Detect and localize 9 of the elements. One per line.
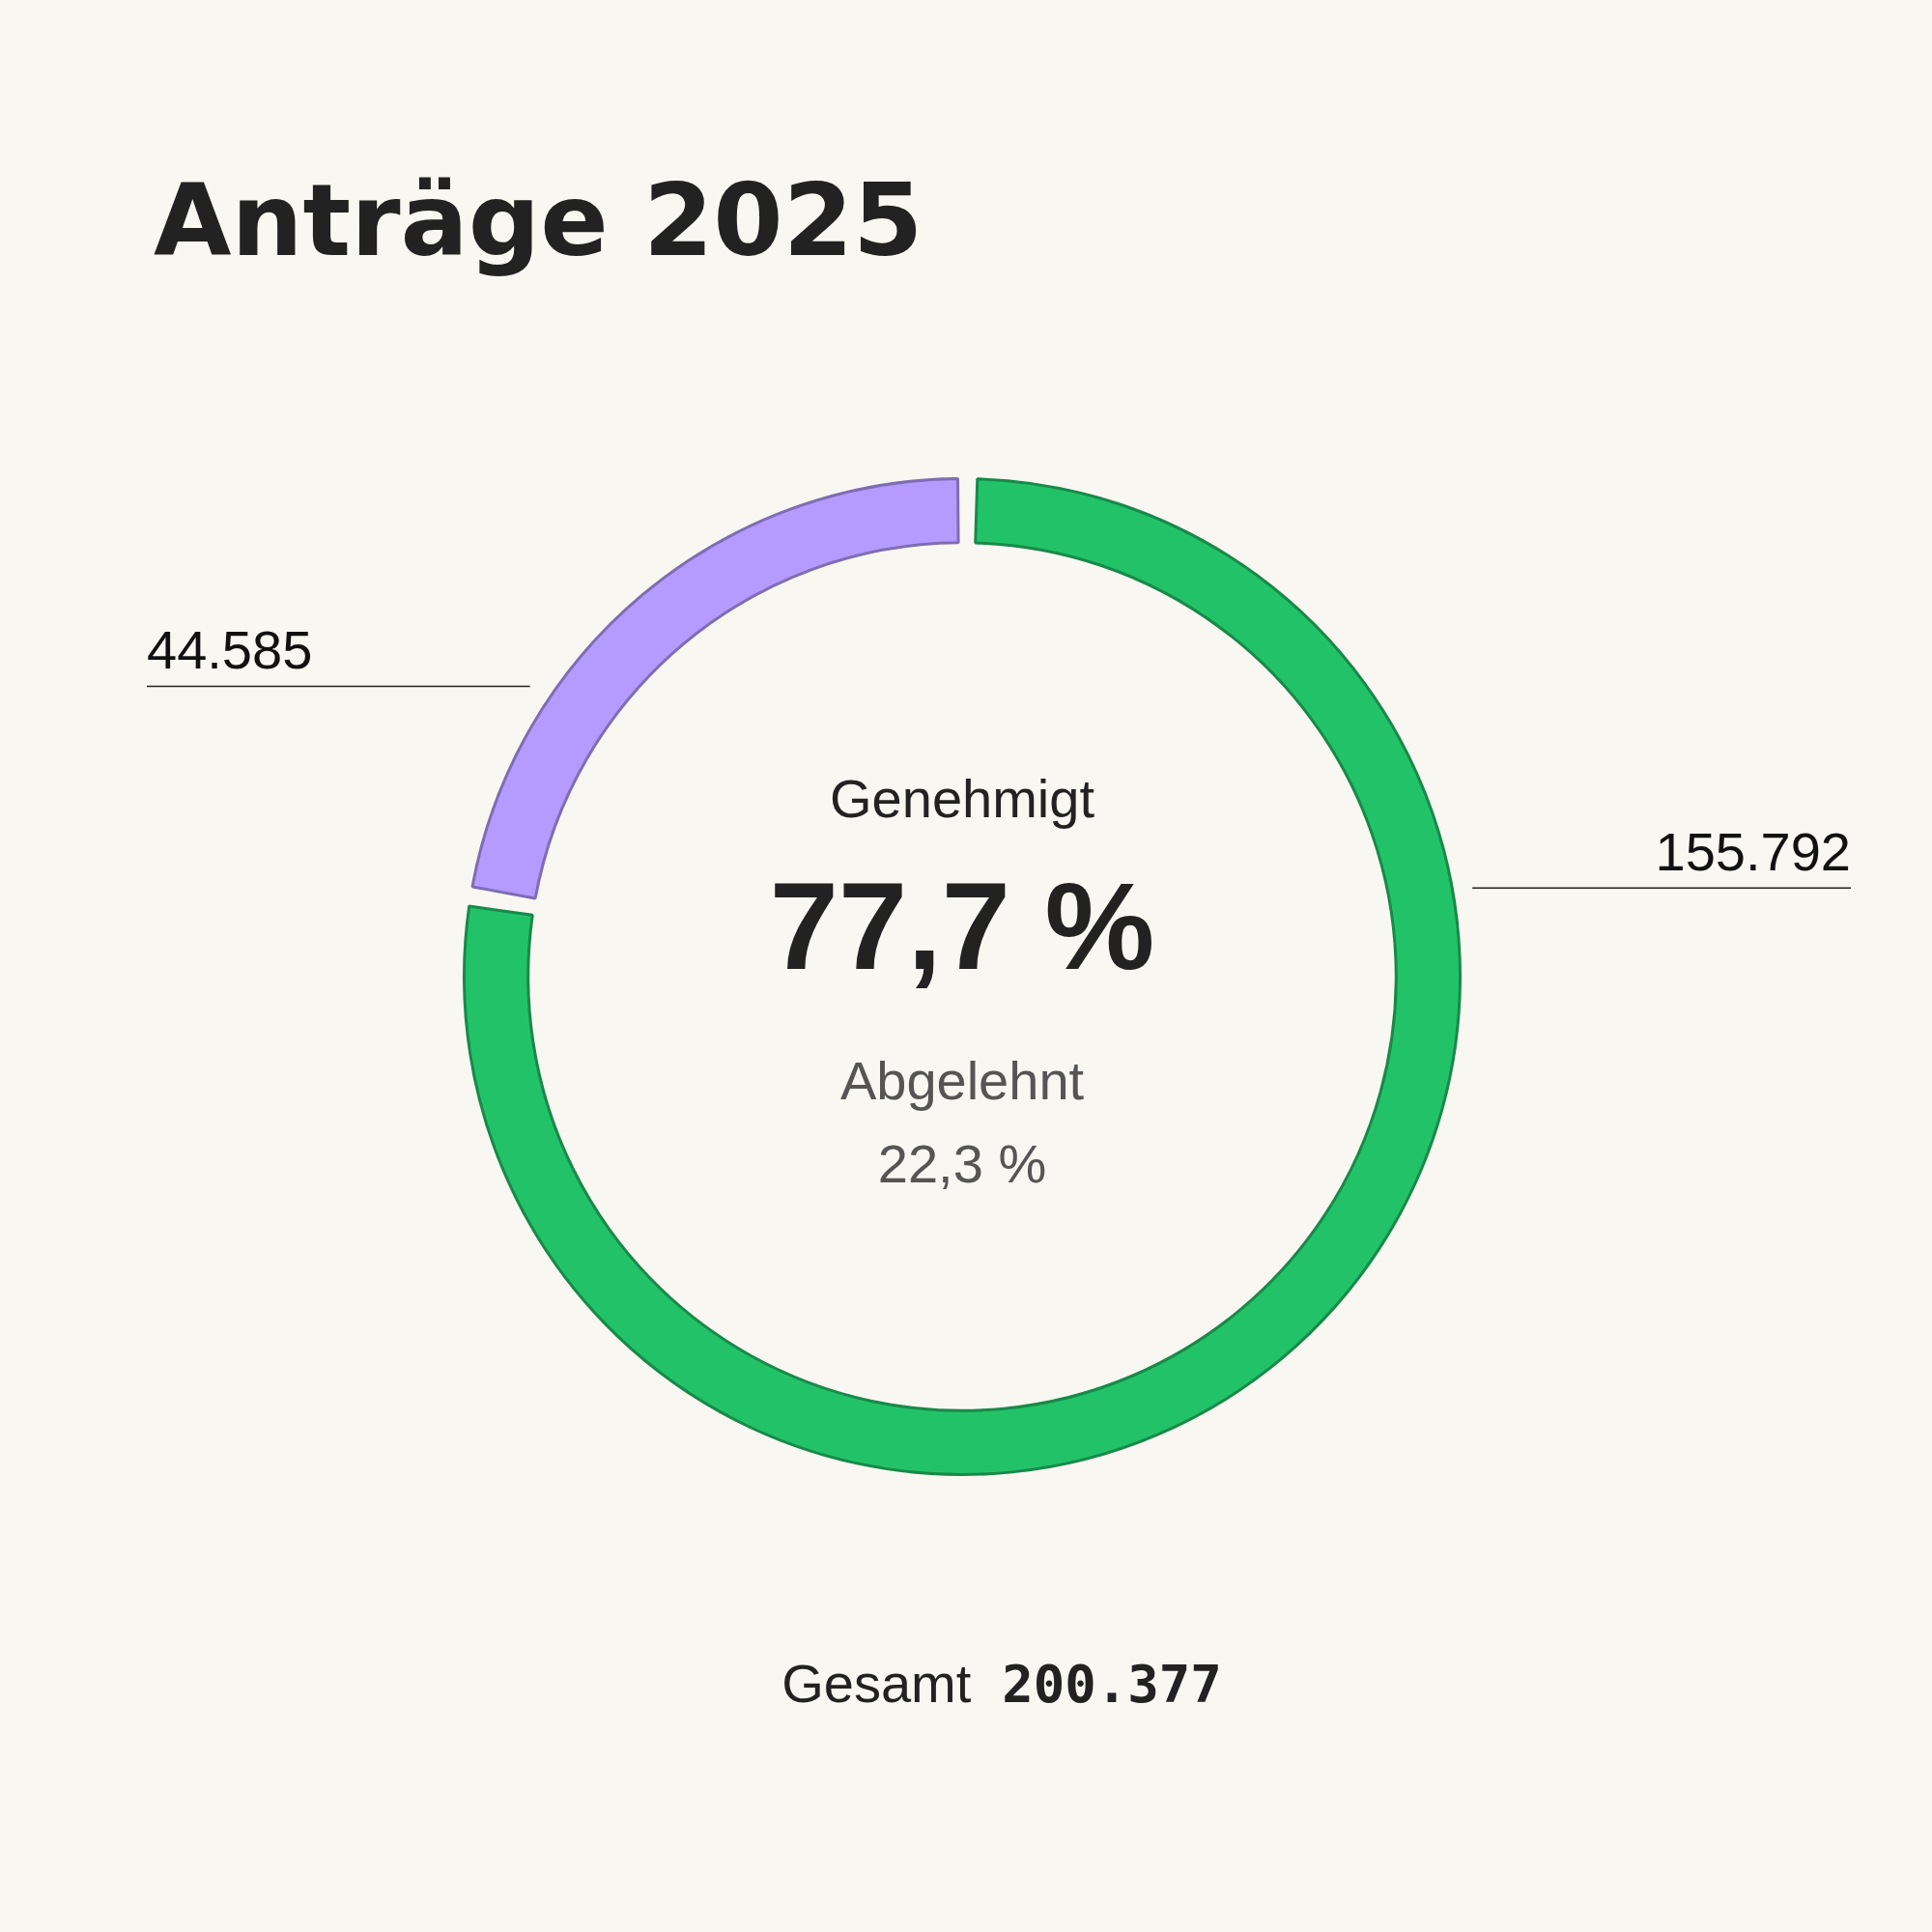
text: 22,3 % <box>877 1133 1047 1194</box>
data-label: 155.792 <box>1655 821 1851 883</box>
text: 77,7 % <box>769 857 1155 995</box>
text: Gesamt <box>781 1653 972 1714</box>
chart-title: Anträge 2025 <box>154 161 923 279</box>
text: Abgelehnt <box>839 1050 1085 1111</box>
text: 200.377 <box>1002 1654 1222 1715</box>
data-label: 44.585 <box>147 619 313 681</box>
text: Genehmigt <box>830 768 1095 829</box>
